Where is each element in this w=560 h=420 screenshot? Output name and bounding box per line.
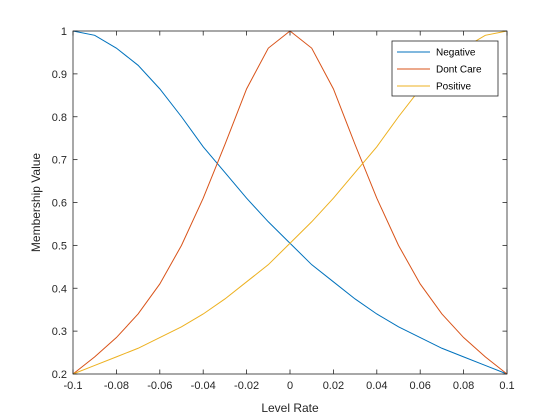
x-tick-label: -0.04	[191, 380, 216, 392]
x-tick-label: 0.06	[409, 380, 430, 392]
x-tick-label: 0.04	[366, 380, 387, 392]
y-tick-label: 0.8	[52, 112, 67, 124]
x-tick-label: -0.02	[234, 380, 259, 392]
y-axis-label: Membership Value	[29, 153, 43, 252]
x-tick-label: 0	[287, 380, 293, 392]
legend-entry: Negative	[436, 48, 476, 59]
x-tick-label: -0.06	[147, 380, 172, 392]
x-axis-label: Level Rate	[261, 401, 319, 415]
y-tick-label: 0.6	[52, 198, 67, 210]
y-tick-label: 0.7	[52, 155, 67, 167]
ticks-layer: -0.1 -0.08 -0.06 -0.04 -0.02 0 0.02 0.04 0.06 0.0…	[52, 26, 515, 392]
y-tick-label: 0.9	[52, 69, 67, 81]
y-tick-label: 0.5	[52, 240, 67, 252]
x-tick-label: 0.02	[323, 380, 344, 392]
x-tick-label: 0.08	[453, 380, 474, 392]
y-tick-label: 0.2	[52, 369, 67, 381]
legend-entry: Positive	[436, 82, 471, 93]
legend: Negative Dont Care Positive	[391, 40, 499, 97]
x-tick-label: -0.08	[104, 380, 129, 392]
x-tick-label: -0.1	[64, 380, 83, 392]
x-tick-label: 0.1	[499, 380, 514, 392]
y-tick-label: 0.4	[52, 283, 67, 295]
legend-entry: Dont Care	[436, 65, 482, 76]
y-tick-label: 0.3	[52, 326, 67, 338]
y-tick-label: 1	[61, 26, 67, 38]
